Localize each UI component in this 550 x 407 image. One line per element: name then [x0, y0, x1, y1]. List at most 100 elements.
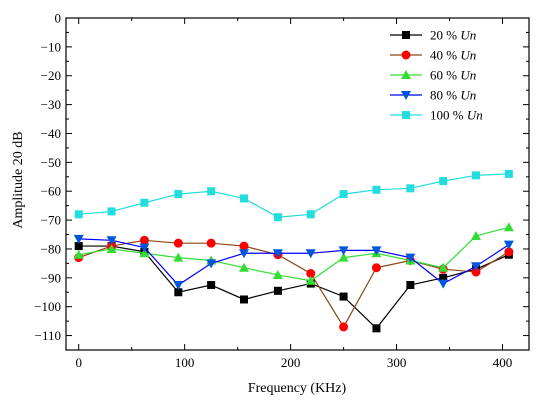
- y-tick-label: 0: [55, 11, 62, 26]
- y-tick-label: −50: [41, 155, 61, 170]
- data-point: [339, 190, 348, 199]
- data-point: [338, 252, 349, 262]
- y-tick-label: −110: [35, 328, 61, 343]
- legend-marker: [402, 111, 410, 119]
- data-point: [173, 281, 184, 291]
- data-point: [306, 268, 316, 278]
- series-2: [74, 235, 514, 332]
- data-point: [471, 267, 481, 277]
- data-point: [139, 243, 150, 253]
- legend-label-unit: Un: [460, 88, 476, 103]
- x-tick-label: 400: [493, 355, 513, 370]
- legend-label: 100 % Un: [430, 108, 483, 123]
- data-point: [471, 262, 482, 272]
- legend-label: 80 % Un: [430, 88, 476, 103]
- data-point: [106, 236, 117, 246]
- legend-label: 40 % Un: [430, 48, 476, 63]
- data-point: [206, 259, 217, 269]
- data-point: [372, 324, 381, 333]
- legend-marker: [401, 70, 411, 79]
- legend-marker: [401, 91, 411, 100]
- data-point: [371, 263, 381, 273]
- data-point: [272, 269, 283, 279]
- legend-label-text: 20 %: [430, 28, 460, 43]
- series-layer: [73, 169, 514, 333]
- x-tick-label: 300: [387, 355, 407, 370]
- data-point: [371, 246, 382, 256]
- data-point: [503, 240, 514, 250]
- x-tick-label: 0: [75, 355, 82, 370]
- data-point: [471, 230, 482, 240]
- series-5: [74, 169, 513, 222]
- data-point: [406, 281, 415, 290]
- y-tick-label: −80: [41, 241, 61, 256]
- x-tick-label: 100: [175, 355, 195, 370]
- legend-label-unit: Un: [460, 68, 476, 83]
- data-point: [74, 242, 83, 251]
- legend-label-text: 100 %: [430, 108, 467, 123]
- data-point: [107, 207, 116, 216]
- data-point: [306, 210, 315, 219]
- data-point: [338, 246, 349, 256]
- data-point: [339, 292, 348, 301]
- legend-label-unit: Un: [460, 48, 476, 63]
- data-point: [106, 243, 117, 253]
- legend-label-text: 80 %: [430, 88, 460, 103]
- series-line: [78, 239, 510, 329]
- legend-marker: [402, 31, 410, 39]
- y-tick-label: −60: [41, 184, 61, 199]
- data-point: [173, 252, 184, 262]
- y-tick-label: −100: [34, 299, 61, 314]
- y-tick-label: −90: [41, 270, 61, 285]
- y-tick-label: −10: [41, 39, 61, 54]
- y-tick-label: −40: [41, 126, 61, 141]
- data-point: [206, 238, 216, 248]
- legend-label: 20 % Un: [430, 28, 476, 43]
- x-axis-title: Frequency (KHz): [248, 381, 347, 396]
- data-point: [139, 235, 149, 245]
- data-point: [372, 185, 381, 194]
- data-point: [207, 187, 216, 196]
- data-point: [438, 279, 449, 289]
- data-point: [273, 286, 282, 295]
- series-line: [78, 173, 509, 218]
- data-point: [305, 275, 316, 285]
- data-point: [504, 169, 513, 178]
- data-point: [239, 194, 248, 203]
- data-point: [439, 177, 448, 186]
- data-point: [439, 273, 448, 282]
- y-tick-label: −30: [41, 97, 61, 112]
- x-axis-ticks: 0 100 200 300 400: [75, 18, 512, 370]
- x-tick-label: 200: [281, 355, 301, 370]
- y-tick-label: −70: [41, 213, 61, 228]
- legend-label-text: 60 %: [430, 68, 460, 83]
- data-point: [405, 253, 416, 263]
- y-tick-label: −20: [41, 68, 61, 83]
- legend-label: 60 % Un: [430, 68, 476, 83]
- data-point: [339, 322, 349, 332]
- data-point: [140, 198, 149, 207]
- series-4: [73, 234, 514, 291]
- data-point: [174, 190, 183, 199]
- data-point: [173, 238, 183, 248]
- y-axis-ticks: 0 −10 −20 −30 −40 −50 −60 −70 −80 −90 −100 −110: [34, 11, 529, 343]
- data-point: [239, 295, 248, 304]
- series-3: [73, 222, 514, 285]
- data-point: [174, 288, 183, 297]
- data-point: [503, 222, 514, 232]
- data-point: [504, 247, 514, 257]
- data-point: [472, 171, 481, 180]
- series-line: [78, 238, 510, 286]
- legend-marker: [401, 50, 411, 60]
- data-point: [305, 249, 316, 259]
- data-point: [139, 248, 150, 258]
- y-axis-title: Amplitude 20 dB: [11, 131, 26, 228]
- data-point: [238, 262, 249, 272]
- data-point: [207, 281, 216, 290]
- data-point: [438, 262, 449, 272]
- legend-label-unit: Un: [467, 108, 483, 123]
- data-point: [74, 210, 83, 219]
- data-point: [406, 184, 415, 193]
